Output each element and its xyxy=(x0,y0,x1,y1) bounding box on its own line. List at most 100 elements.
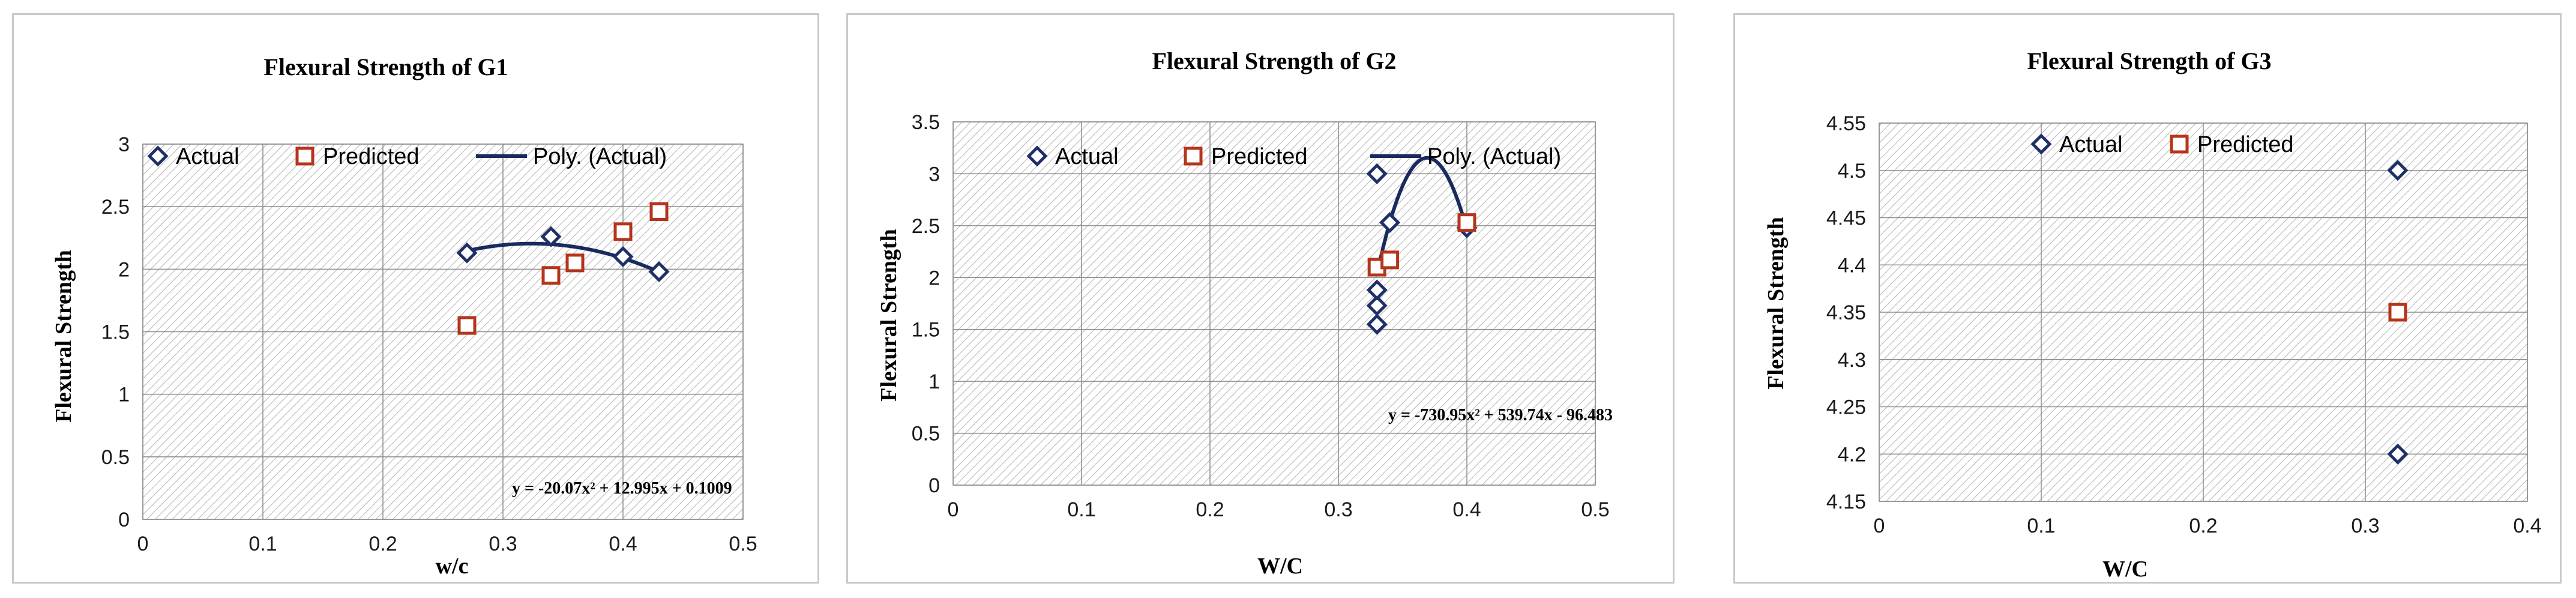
trendline-poly-actual xyxy=(1376,156,1469,269)
x-tick-label: 0.5 xyxy=(1581,498,1609,521)
x-tick-label: 0.4 xyxy=(1452,498,1481,521)
legend-item: Actual xyxy=(147,144,239,169)
predicted-point xyxy=(541,266,561,285)
y-axis-title: Flexural Strength xyxy=(1763,217,1789,389)
y-tick-label: 0.5 xyxy=(912,423,940,445)
y-tick-label: 1 xyxy=(118,384,130,406)
actual-point xyxy=(1366,295,1388,316)
x-tick-label: 0.1 xyxy=(248,533,277,555)
legend-item: Actual xyxy=(2030,132,2123,157)
predicted-point xyxy=(1457,213,1476,232)
y-tick-label: 3.5 xyxy=(912,111,940,134)
x-tick-label: 0.2 xyxy=(2189,515,2217,537)
legend-label: Actual xyxy=(2059,132,2123,157)
predicted-point xyxy=(613,222,633,241)
y-tick-label: 1 xyxy=(928,370,940,393)
legend-label: Predicted xyxy=(1211,144,1308,169)
legend-label: Actual xyxy=(176,144,239,169)
actual-point xyxy=(612,246,634,268)
x-axis-title: W/C xyxy=(1257,554,1303,579)
y-tick-label: 3 xyxy=(118,133,130,156)
legend-label: Actual xyxy=(1055,144,1119,169)
y-tick-label: 4.55 xyxy=(1826,112,1866,135)
x-tick-label: 0.3 xyxy=(2351,515,2379,537)
legend-predicted-marker xyxy=(295,146,314,166)
actual-point xyxy=(648,261,670,283)
predicted-point xyxy=(457,316,477,335)
y-tick-label: 4.25 xyxy=(1826,396,1866,419)
y-tick-label: 4.45 xyxy=(1826,207,1866,230)
y-tick-label: 4.5 xyxy=(1838,160,1866,183)
actual-point xyxy=(1366,279,1388,301)
chart-title: Flexural Strength of G1 xyxy=(263,53,508,80)
chart-panel-g3: Flexural Strength of G3 0 0.1 0.2 0.3 0.4 4.1… xyxy=(1733,13,2562,584)
x-tick-label: 0.1 xyxy=(1067,498,1095,521)
plot-area xyxy=(952,121,1596,486)
x-tick-label: 0 xyxy=(948,498,959,521)
chart-g1: Flexural Strength of G1 0 0.1 0.2 0.3 0.4 0.5… xyxy=(51,53,757,579)
x-axis-title: w/c xyxy=(436,554,469,579)
legend-item: Predicted xyxy=(1184,144,1308,169)
y-tick-label: 0.5 xyxy=(101,446,130,469)
actual-point xyxy=(2387,443,2409,465)
actual-point xyxy=(1366,313,1388,335)
x-tick-label: 0.3 xyxy=(1324,498,1352,521)
legend-item: Poly. (Actual) xyxy=(476,144,667,169)
legend-item: Poly. (Actual) xyxy=(1370,144,1561,169)
x-tick-label: 0.2 xyxy=(369,533,397,555)
y-axis-title: Flexural Strength xyxy=(51,250,76,422)
legend-actual-marker xyxy=(1026,145,1048,167)
legend-actual-marker xyxy=(2030,133,2052,155)
chart-title: Flexural Strength of G2 xyxy=(1152,47,1396,74)
actual-point xyxy=(1366,163,1388,184)
legend-label: Predicted xyxy=(2197,132,2294,157)
y-tick-label: 0 xyxy=(928,474,940,497)
y-tick-label: 1.5 xyxy=(101,321,130,344)
chart-g3: Flexural Strength of G3 0 0.1 0.2 0.3 0.4 4.1… xyxy=(1763,47,2542,582)
legend-item: Predicted xyxy=(2170,132,2294,157)
y-tick-label: 4.2 xyxy=(1838,443,1866,466)
y-tick-label: 4.3 xyxy=(1838,349,1866,372)
predicted-point xyxy=(565,253,585,273)
x-tick-label: 0.4 xyxy=(609,533,637,555)
chart-panel-g2: Flexural Strength of G2 0 0.1 0.2 0.3 0.4 0.5… xyxy=(846,13,1675,584)
actual-point xyxy=(540,226,562,247)
legend-item: Actual xyxy=(1026,144,1119,169)
legend-actual-marker xyxy=(147,145,169,167)
x-tick-label: 0.1 xyxy=(2027,515,2055,537)
y-tick-label: 1.5 xyxy=(912,319,940,342)
actual-point xyxy=(1379,212,1401,234)
predicted-point xyxy=(2388,303,2407,322)
y-tick-label: 4.15 xyxy=(1826,491,1866,513)
chart-panel-g1: Flexural Strength of G1 0 0.1 0.2 0.3 0.4 0.5… xyxy=(12,13,819,584)
chart-g2: Flexural Strength of G2 0 0.1 0.2 0.3 0.4 0.5… xyxy=(876,47,1613,579)
y-tick-label: 2 xyxy=(928,267,940,289)
x-tick-label: 0.5 xyxy=(729,533,757,555)
x-tick-label: 0.2 xyxy=(1196,498,1224,521)
legend-label: Poly. (Actual) xyxy=(1427,144,1561,169)
legend-item: Predicted xyxy=(295,144,420,169)
legend-predicted-marker xyxy=(2170,134,2189,154)
x-tick-label: 0.3 xyxy=(489,533,517,555)
trendline-equation: y = -20.07x² + 12.995x + 0.1009 xyxy=(512,479,732,498)
trendline-equation: y = -730.95x² + 539.74x - 96.483 xyxy=(1388,406,1613,424)
y-tick-label: 2.5 xyxy=(912,215,940,238)
y-tick-label: 0 xyxy=(118,509,130,531)
legend-label: Poly. (Actual) xyxy=(533,144,667,169)
actual-point xyxy=(456,242,478,264)
predicted-point xyxy=(1380,250,1400,270)
chart-title: Flexural Strength of G3 xyxy=(2027,47,2271,74)
legend-predicted-marker xyxy=(1184,146,1203,166)
x-tick-label: 0 xyxy=(137,533,149,555)
x-tick-label: 0 xyxy=(1874,515,1885,537)
predicted-point xyxy=(649,202,669,221)
x-tick-label: 0.4 xyxy=(2513,515,2541,537)
actual-point xyxy=(2387,160,2409,181)
y-tick-label: 4.4 xyxy=(1838,254,1866,277)
y-tick-label: 4.35 xyxy=(1826,301,1866,324)
legend-label: Predicted xyxy=(323,144,420,169)
y-tick-label: 2 xyxy=(118,258,130,281)
y-axis-title: Flexural Strength xyxy=(876,229,901,401)
x-axis-title: W/C xyxy=(2102,557,2148,582)
y-tick-label: 2.5 xyxy=(101,196,130,219)
